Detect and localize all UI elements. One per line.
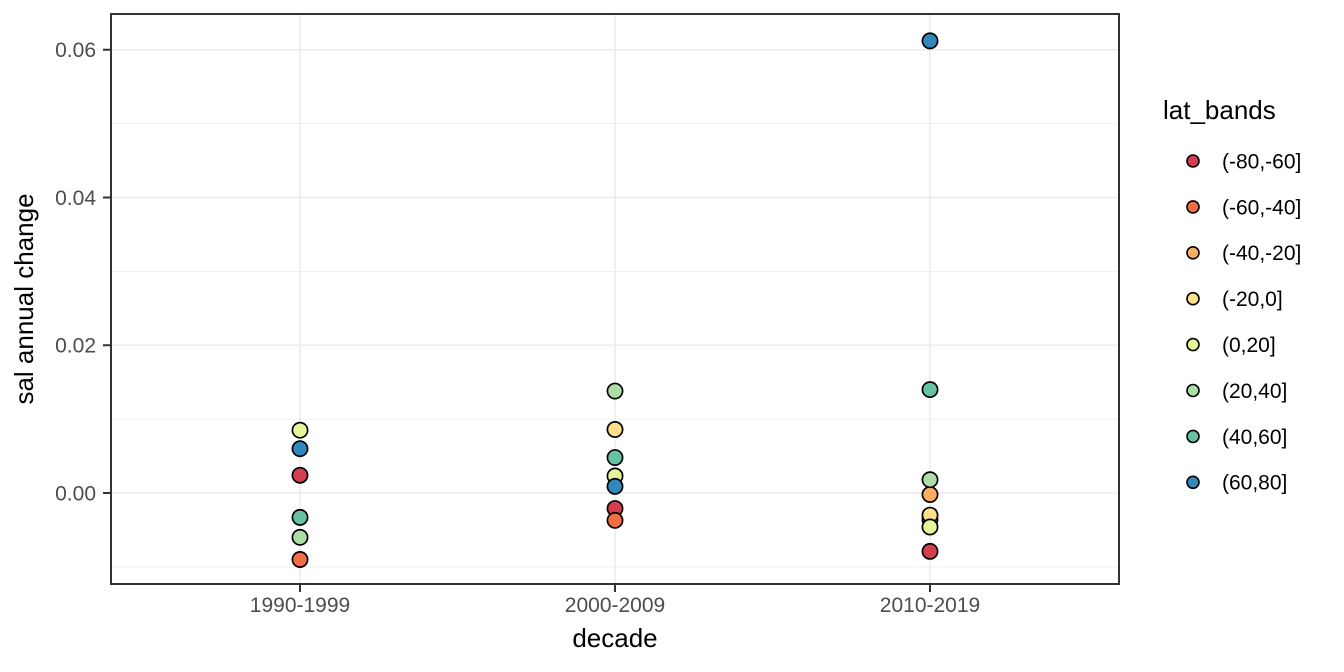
data-points: [291, 32, 939, 568]
data-point: [921, 542, 939, 560]
legend-title: lat_bands: [1163, 95, 1276, 125]
legend: (-80,-60] (-60,-40] (-40,-20] (-20,0] (0,20]…: [1186, 150, 1301, 495]
x-axis-title: decade: [572, 623, 657, 653]
axes: 0.00 0.02 0.04 0.06 1990-1999 2000-2009 2010-2…: [55, 39, 980, 617]
legend-item: (-80,-60]: [1186, 150, 1301, 173]
legend-item: (0,20]: [1186, 334, 1276, 357]
data-point: [606, 449, 624, 466]
x-tick-label: 2000-2009: [565, 594, 665, 617]
x-tick-label: 1990-1999: [250, 594, 350, 617]
legend-swatch: [1186, 337, 1200, 352]
legend-swatch: [1186, 154, 1200, 168]
data-point: [606, 511, 624, 529]
y-tick-label: 0.04: [55, 187, 96, 210]
data-point: [606, 477, 624, 495]
legend-item-label: (60,80]: [1222, 472, 1287, 495]
data-point: [291, 508, 309, 526]
y-tick-label: 0.00: [55, 482, 96, 505]
data-point: [291, 466, 309, 484]
legend-item: (60,80]: [1186, 472, 1287, 495]
y-tick-label: 0.06: [55, 39, 96, 62]
data-point: [921, 471, 939, 489]
y-axis-title: sal annual change: [9, 193, 39, 404]
legend-swatch: [1186, 291, 1200, 306]
legend-swatch: [1186, 429, 1200, 444]
x-tick-label: 2010-2019: [880, 594, 980, 617]
data-point: [291, 551, 309, 568]
data-point: [606, 382, 624, 400]
legend-item-label: (-80,-60]: [1222, 150, 1301, 173]
data-point: [921, 381, 939, 399]
legend-swatch: [1186, 200, 1200, 214]
legend-item: (-20,0]: [1186, 288, 1283, 311]
legend-swatch: [1186, 383, 1200, 398]
data-point: [921, 486, 939, 503]
data-point: [606, 421, 624, 438]
legend-item-label: (-20,0]: [1222, 288, 1283, 311]
y-tick-label: 0.02: [55, 335, 96, 358]
data-point: [291, 440, 309, 458]
legend-item: (-40,-20]: [1186, 242, 1301, 265]
legend-item-label: (0,20]: [1222, 334, 1276, 357]
legend-item-label: (20,40]: [1222, 380, 1287, 403]
legend-item-label: (40,60]: [1222, 426, 1287, 449]
data-point: [291, 421, 309, 439]
legend-item: (20,40]: [1186, 380, 1287, 403]
legend-swatch: [1186, 246, 1200, 260]
legend-item: (-60,-40]: [1186, 196, 1301, 219]
legend-swatch: [1186, 475, 1200, 490]
legend-item-label: (-40,-20]: [1222, 242, 1301, 265]
legend-item-label: (-60,-40]: [1222, 196, 1301, 219]
data-point: [291, 528, 309, 546]
data-point: [921, 518, 939, 536]
legend-item: (40,60]: [1186, 426, 1287, 449]
data-point: [921, 32, 939, 50]
